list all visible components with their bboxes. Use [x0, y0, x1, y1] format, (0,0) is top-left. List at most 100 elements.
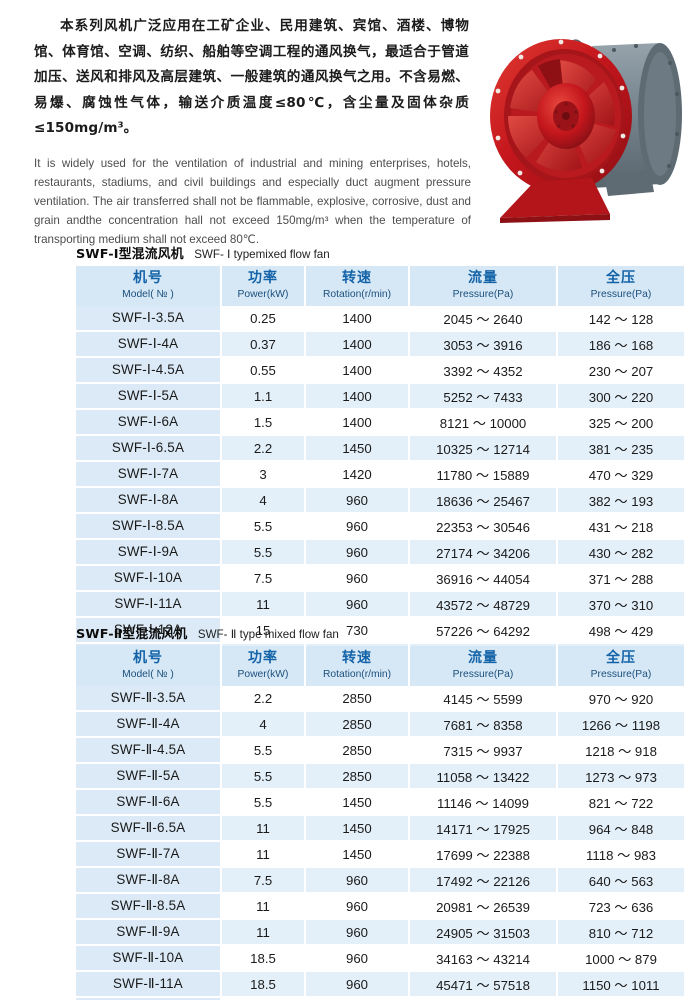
table-row: SWF-Ⅱ-6.5A 11 1450 14171 ～ 17925 964 ～ 848: [76, 816, 684, 842]
cell-model: SWF-Ⅰ-9A: [76, 540, 222, 566]
table-cell: 15: [222, 618, 306, 644]
cell-model: SWF-Ⅰ-12A: [76, 618, 222, 644]
table-cell: 430 ～ 282: [558, 540, 684, 566]
cell-model: SWF-Ⅱ-6.5A: [76, 816, 222, 842]
table-cell: 960: [306, 540, 410, 566]
table-cell: 1.5: [222, 410, 306, 436]
table-cell: 34163 ～ 43214: [410, 946, 558, 972]
table-cell: 970 ～ 920: [558, 686, 684, 712]
table-cell: 1400: [306, 332, 410, 358]
table-cell: 17699 ～ 22388: [410, 842, 558, 868]
base-plate-edge: [500, 214, 610, 223]
table-cell: 730: [306, 618, 410, 644]
table-cell: 7315 ～ 9937: [410, 738, 558, 764]
table-1-caption: SWF-Ⅰ型混流风机 SWF- Ⅰ typemixed flow fan: [76, 243, 684, 262]
table-cell: 8121 ～ 10000: [410, 410, 558, 436]
cell-model: SWF-Ⅰ-6.5A: [76, 436, 222, 462]
table-cell: 382 ～ 193: [558, 488, 684, 514]
col-header-flow: 流量 Pressure(Pa): [410, 646, 558, 686]
table-cell: 24905 ～ 31503: [410, 920, 558, 946]
table-cell: 1000 ～ 879: [558, 946, 684, 972]
table-row: SWF-Ⅰ-10A 7.5 960 36916 ～ 44054 371 ～ 288: [76, 566, 684, 592]
col-header-rotation-en: Rotation(r/min): [322, 669, 392, 680]
col-header-model-en: Model( № ): [122, 669, 174, 680]
col-header-rotation-cn: 转速: [342, 270, 372, 286]
table-row: SWF-Ⅰ-4.5A 0.55 1400 3392 ～ 4352 230 ～ 207: [76, 358, 684, 384]
table-cell: 1118 ～ 983: [558, 842, 684, 868]
col-header-flow-en: Pressure(Pa): [452, 669, 514, 680]
fan-housing-rear-inner: [644, 52, 676, 176]
table-row: SWF-Ⅱ-4A 4 2850 7681 ～ 8358 1266 ～ 1198: [76, 712, 684, 738]
col-header-pressure-cn: 全压: [606, 270, 636, 286]
table-2-caption-cn: SWF-Ⅱ型混流风机: [76, 627, 188, 642]
cell-model: SWF-Ⅱ-3.5A: [76, 686, 222, 712]
col-header-power-cn: 功率: [248, 270, 278, 286]
table-cell: 0.25: [222, 306, 306, 332]
table-cell: 230 ～ 207: [558, 358, 684, 384]
table-cell: 7681 ～ 8358: [410, 712, 558, 738]
table-row: SWF-Ⅰ-7A 3 1420 11780 ～ 15889 470 ～ 329: [76, 462, 684, 488]
table-cell: 960: [306, 514, 410, 540]
table-cell: 4: [222, 712, 306, 738]
cell-model: SWF-Ⅰ-3.5A: [76, 306, 222, 332]
cell-model: SWF-Ⅰ-5A: [76, 384, 222, 410]
table-cell: 27174 ～ 34206: [410, 540, 558, 566]
table-cell: 5.5: [222, 790, 306, 816]
table-row: SWF-Ⅰ-6A 1.5 1400 8121 ～ 10000 325 ～ 200: [76, 410, 684, 436]
table-cell: 5252 ～ 7433: [410, 384, 558, 410]
intro-section: 本系列风机广泛应用在工矿企业、民用建筑、宾馆、酒楼、博物馆、体育馆、空调、纺织、…: [0, 0, 700, 250]
table-row: SWF-Ⅱ-3.5A 2.2 2850 4145 ～ 5599 970 ～ 920: [76, 686, 684, 712]
table-cell: 3392 ～ 4352: [410, 358, 558, 384]
table-cell: 2045 ～ 2640: [410, 306, 558, 332]
col-header-model-cn: 机号: [133, 270, 163, 286]
table-1-caption-en: SWF- Ⅰ typemixed flow fan: [194, 248, 330, 261]
table-cell: 2850: [306, 712, 410, 738]
table-row: SWF-Ⅰ-8.5A 5.5 960 22353 ～ 30546 431 ～ 218: [76, 514, 684, 540]
table-cell: 1450: [306, 790, 410, 816]
table-2-caption: SWF-Ⅱ型混流风机 SWF- Ⅱ type mixed flow fan: [76, 623, 684, 642]
table-cell: 2.2: [222, 436, 306, 462]
rear-support-foot: [604, 170, 654, 196]
table-row: SWF-Ⅱ-6A 5.5 1450 11146 ～ 14099 821 ～ 722: [76, 790, 684, 816]
col-header-power: 功率 Power(kW): [222, 646, 306, 686]
table-cell: 1400: [306, 306, 410, 332]
table-cell: 1184 ～ 1025: [558, 998, 684, 1000]
table-row: SWF-Ⅰ-4A 0.37 1400 3053 ～ 3916 186 ～ 168: [76, 332, 684, 358]
mixed-flow-fan-illustration: [490, 39, 682, 223]
spec-table-swf-1-body: SWF-Ⅰ-3.5A 0.25 1400 2045 ～ 2640 142 ～ 128 SW…: [76, 306, 684, 670]
table-row: SWF-Ⅱ-11A 18.5 960 45471 ～ 57518 1150 ～ 1011: [76, 972, 684, 998]
table-cell: 0.37: [222, 332, 306, 358]
table-cell: 381 ～ 235: [558, 436, 684, 462]
table-cell: 723 ～ 636: [558, 894, 684, 920]
table-cell: 5.5: [222, 514, 306, 540]
table-1-caption-cn: SWF-Ⅰ型混流风机: [76, 247, 184, 262]
chinese-description-paragraph: 本系列风机广泛应用在工矿企业、民用建筑、宾馆、酒楼、博物馆、体育馆、空调、纺织、…: [34, 18, 469, 137]
table-cell: 11146 ～ 14099: [410, 790, 558, 816]
table-cell: 14171 ～ 17925: [410, 816, 558, 842]
cell-model: SWF-Ⅰ-8.5A: [76, 514, 222, 540]
col-header-model-cn: 机号: [133, 650, 163, 666]
table-cell: 1218 ～ 918: [558, 738, 684, 764]
table-cell: 1150 ～ 1011: [558, 972, 684, 998]
col-header-pressure-cn: 全压: [606, 650, 636, 666]
spec-table-swf-2: 机号 Model( № ) 功率 Power(kW) 转速 Rotation(r…: [76, 646, 684, 1000]
table-cell: 7.5: [222, 868, 306, 894]
table-cell: 640 ～ 563: [558, 868, 684, 894]
cell-model: SWF-Ⅰ-7A: [76, 462, 222, 488]
table-cell: 5.5: [222, 738, 306, 764]
col-header-pressure: 全压 Pressure(Pa): [558, 646, 684, 686]
col-header-rotation-cn: 转速: [342, 650, 372, 666]
table-cell: 1400: [306, 384, 410, 410]
col-header-power-cn: 功率: [248, 650, 278, 666]
table-cell: 11: [222, 816, 306, 842]
table-cell: 1420: [306, 462, 410, 488]
hub-bolts: [554, 102, 578, 128]
cell-model: SWF-Ⅱ-5A: [76, 764, 222, 790]
table-cell: 960: [306, 946, 410, 972]
col-header-model: 机号 Model( № ): [76, 646, 222, 686]
table-block-swf-1: SWF-Ⅰ型混流风机 SWF- Ⅰ typemixed flow fan 机号 …: [76, 243, 684, 670]
table-cell: 960: [306, 894, 410, 920]
table-row: SWF-Ⅰ-8A 4 960 18636 ～ 25467 382 ～ 193: [76, 488, 684, 514]
table-cell: 960: [306, 998, 410, 1000]
table-cell: 810 ～ 712: [558, 920, 684, 946]
